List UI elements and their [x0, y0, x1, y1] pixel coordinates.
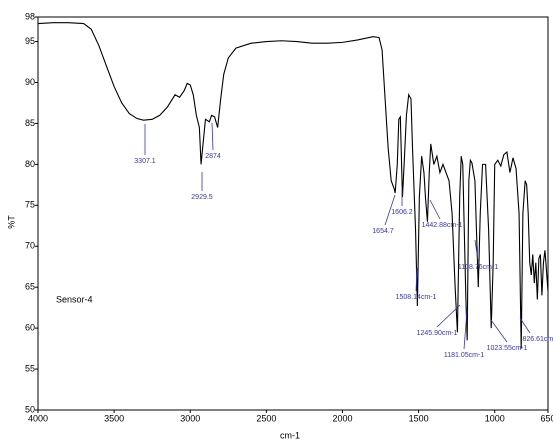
peak-annotation: 826.61cm-1 — [523, 336, 553, 343]
annotation-leader — [436, 304, 461, 328]
annotation-leader — [490, 319, 508, 343]
x-tick-label: 4000 — [28, 413, 48, 423]
y-tick-label: 98 — [25, 11, 35, 21]
y-tick-label: 95 — [25, 36, 35, 46]
annotation-leader — [384, 194, 396, 226]
x-tick-label: 2500 — [256, 413, 276, 423]
y-tick-label: 85 — [25, 118, 35, 128]
peak-annotation: 1606.2 — [391, 209, 413, 216]
annotation-leader — [429, 199, 441, 220]
annotation-leader — [463, 309, 468, 350]
peak-annotation: 3307.1 — [134, 158, 156, 165]
x-tick-label: 1500 — [409, 413, 429, 423]
y-tick-label: 70 — [25, 241, 35, 251]
y-tick-label: 65 — [25, 282, 35, 292]
plot-frame — [37, 16, 549, 411]
annotation-leader — [474, 239, 479, 262]
y-tick-label: 55 — [25, 363, 35, 373]
annotation-leader — [415, 267, 418, 292]
x-tick-label: 2000 — [332, 413, 352, 423]
x-tick-label: 650 — [540, 413, 553, 423]
spectrum-line — [37, 22, 549, 349]
x-tick-label: 3500 — [104, 413, 124, 423]
peak-annotation: 1654.7 — [372, 228, 394, 235]
peak-annotation: 2874 — [205, 153, 221, 160]
y-tick-label: 90 — [25, 77, 35, 87]
annotation-leader — [211, 122, 214, 151]
y-tick-label: 60 — [25, 323, 35, 333]
peak-annotation: 1508.14cm-1 — [396, 294, 437, 301]
sample-label: Sensor-4 — [56, 294, 93, 304]
x-tick-label: 1000 — [485, 413, 505, 423]
peak-annotation: 1181.05cm-1 — [444, 352, 484, 359]
x-axis-label: cm-1 — [280, 430, 300, 440]
peak-annotation: 1023.55cm-1 — [487, 345, 528, 352]
y-tick-label: 75 — [25, 200, 35, 210]
annotation-leader — [519, 317, 531, 334]
y-axis-label: %T — [6, 215, 16, 229]
y-tick-label: 50 — [25, 404, 35, 414]
x-tick-label: 3000 — [180, 413, 200, 423]
peak-annotation: 1108.76cm-1 — [458, 264, 498, 271]
y-tick-label: 80 — [25, 159, 35, 169]
peak-annotation: 1245.90cm-1 — [417, 330, 458, 337]
peak-annotation: 2929.5 — [191, 194, 213, 201]
peak-annotation: 1442.88cm-1 — [422, 222, 463, 229]
